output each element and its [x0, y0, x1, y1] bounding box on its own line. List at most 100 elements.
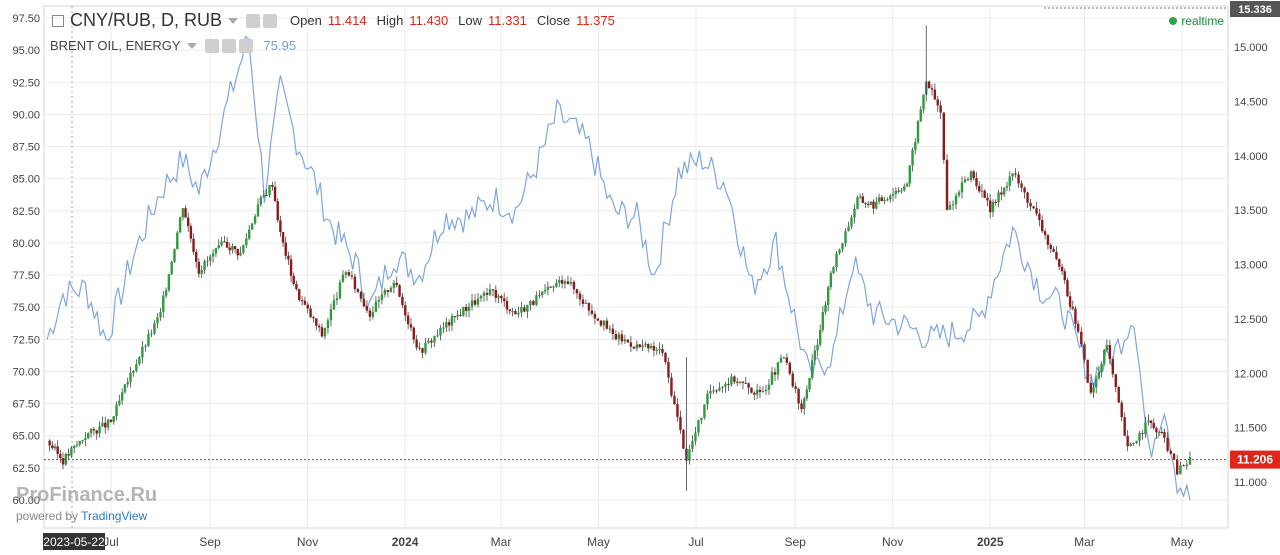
- x-tick-label: 2023-05-22: [43, 535, 105, 549]
- candle-up: [1095, 378, 1098, 388]
- candle-up: [691, 440, 694, 450]
- candle-up: [903, 186, 906, 191]
- candle-up: [427, 340, 430, 343]
- candle-down: [1176, 459, 1179, 475]
- candle-down: [638, 344, 641, 348]
- candle-up: [908, 165, 911, 184]
- candle-down: [523, 307, 526, 312]
- candle-down: [359, 291, 363, 299]
- powered-by[interactable]: powered by TradingView: [16, 509, 147, 523]
- candle-down: [1117, 387, 1120, 403]
- candle-up: [72, 445, 76, 449]
- candle-up: [1185, 464, 1189, 467]
- x-tick-label: Sep: [199, 535, 221, 549]
- left-tick-label: 87.50: [12, 142, 40, 154]
- chevron-down-icon[interactable]: [186, 42, 197, 49]
- candle-down: [485, 292, 489, 295]
- candle-down: [1182, 465, 1185, 467]
- watermark-brand: ProFinance.Ru: [16, 484, 158, 506]
- candle-down: [966, 179, 970, 181]
- left-tick-label: 92.50: [12, 77, 40, 89]
- candle-up: [200, 270, 203, 274]
- overlay-symbol[interactable]: BRENT OIL, ENERGY: [50, 38, 181, 53]
- candle-down: [306, 304, 309, 309]
- candle-down: [447, 322, 451, 326]
- candle-down: [988, 200, 992, 213]
- candle-down: [1058, 259, 1061, 267]
- eye-icon[interactable]: [246, 13, 261, 28]
- candle-down: [56, 446, 59, 454]
- candle-down: [356, 289, 360, 292]
- candle-down: [1026, 192, 1029, 203]
- candle-up: [101, 422, 104, 427]
- candles-group: [48, 25, 1192, 491]
- eye-icon[interactable]: [204, 38, 219, 53]
- candle-up: [470, 300, 474, 307]
- candle-up: [144, 345, 147, 347]
- candle-down: [1023, 187, 1026, 193]
- symbol-title[interactable]: CNY/RUB, D, RUB: [70, 10, 223, 30]
- candle-up: [658, 348, 661, 350]
- close-icon[interactable]: [238, 38, 253, 53]
- candle-up: [462, 306, 465, 316]
- candle-up: [250, 223, 254, 230]
- candle-down: [494, 290, 498, 298]
- candle-up: [847, 226, 850, 232]
- chevron-down-icon[interactable]: [228, 17, 239, 24]
- candle-down: [864, 202, 867, 204]
- candle-up: [1008, 176, 1011, 186]
- candle-up: [954, 195, 958, 205]
- candle-up: [700, 417, 703, 421]
- settings-icon[interactable]: [263, 13, 278, 28]
- candle-up: [1100, 363, 1103, 373]
- overlay-series-legend[interactable]: BRENT OIL, ENERGY 75.95: [50, 38, 296, 53]
- candle-down: [401, 296, 404, 306]
- candle-up: [1157, 431, 1161, 433]
- candle-down: [682, 429, 685, 449]
- candle-down: [508, 309, 511, 312]
- x-tick-label: Nov: [297, 535, 318, 549]
- candle-down: [279, 220, 282, 233]
- candle-up: [891, 194, 895, 196]
- candle-down: [1038, 213, 1041, 220]
- candle-up: [81, 439, 84, 441]
- candle-down: [632, 346, 636, 349]
- powered-prefix: powered by: [16, 509, 79, 523]
- candle-up: [916, 121, 920, 143]
- candle-down: [590, 310, 594, 314]
- candle-up: [832, 267, 835, 273]
- main-series-legend[interactable]: CNY/RUB, D, RUB Open 11.414 High 11.430 Lo…: [52, 10, 619, 31]
- candle-down: [715, 390, 718, 392]
- candle-down: [599, 320, 603, 326]
- candle-up: [706, 393, 709, 405]
- powered-link: TradingView: [81, 509, 148, 523]
- candle-up: [377, 299, 381, 302]
- candle-up: [1011, 173, 1014, 177]
- candle-up: [497, 295, 500, 298]
- candle-up: [875, 201, 878, 209]
- open-value: 11.414: [327, 13, 367, 28]
- candle-up: [721, 386, 724, 388]
- candle-up: [132, 370, 135, 373]
- candle-down: [61, 458, 65, 465]
- candle-up: [262, 195, 265, 198]
- candle-up: [141, 346, 144, 358]
- overlay-value: 75.95: [263, 38, 297, 53]
- candle-down: [983, 190, 986, 198]
- collapse-toggle-icon[interactable]: [52, 14, 64, 27]
- candle-up: [442, 327, 445, 329]
- settings-icon[interactable]: [221, 38, 236, 53]
- candle-up: [541, 291, 544, 296]
- candle-up: [883, 199, 886, 202]
- candle-down: [189, 226, 193, 239]
- candle-up: [1144, 422, 1147, 434]
- candle-down: [661, 348, 664, 353]
- candle-up: [173, 249, 176, 262]
- candle-down: [362, 298, 366, 307]
- candle-down: [1111, 359, 1115, 375]
- right-tick-label: 11.000: [1234, 477, 1267, 489]
- candle-down: [228, 247, 231, 251]
- candle-up: [341, 274, 345, 283]
- candle-up: [552, 286, 555, 288]
